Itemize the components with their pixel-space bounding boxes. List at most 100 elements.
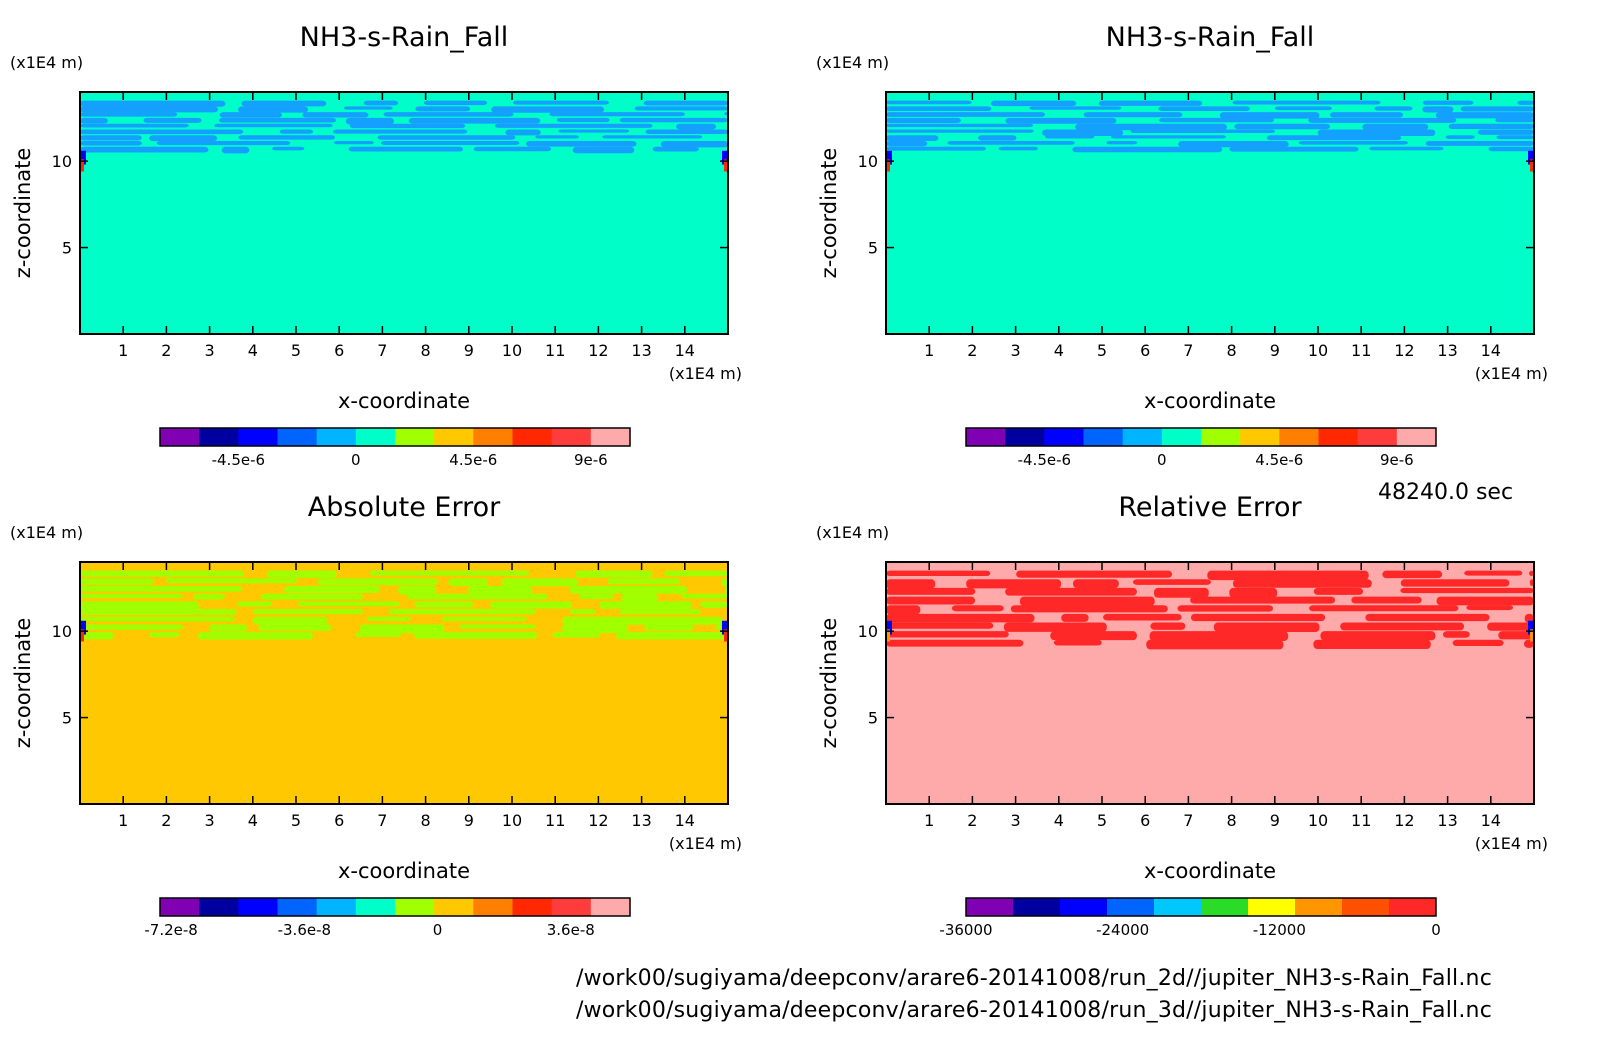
feature-cell: [1452, 639, 1504, 647]
colorbar-segment: [199, 898, 239, 916]
feature-cell: [1232, 579, 1372, 588]
feature-region: [886, 570, 1534, 650]
feature-cell: [549, 112, 685, 117]
feature-cell: [1229, 587, 1278, 598]
feature-cell: [501, 578, 579, 587]
feature-cell: [616, 632, 728, 640]
feature-cell: [1496, 135, 1534, 140]
feature-cell: [1232, 100, 1381, 105]
y-axis-label: z-coordinate: [817, 148, 841, 279]
feature-cell: [252, 609, 364, 615]
colorbar-segment: [355, 428, 396, 446]
feature-cell: [1110, 135, 1227, 139]
feature-cell: [1487, 622, 1534, 631]
feature-cell: [1488, 146, 1534, 152]
x-tick-label: 13: [631, 341, 651, 360]
feature-cell: [1213, 622, 1320, 633]
feature-cell: [260, 593, 363, 600]
x-tick-label: 10: [1308, 341, 1328, 360]
colorbar-segment: [277, 898, 318, 916]
colorbar-segment: [316, 898, 357, 916]
colorbar-segment: [551, 428, 592, 446]
colorbar-segment: [1279, 428, 1319, 446]
colorbar-segment: [1389, 898, 1437, 916]
colorbar-segment: [473, 898, 513, 916]
feature-cell: [272, 146, 305, 151]
colorbar-segment: [355, 898, 396, 916]
x-tick-label: 8: [1227, 341, 1237, 360]
feature-cell: [1435, 112, 1534, 119]
feature-cell: [80, 112, 178, 117]
feature-cell: [643, 100, 728, 106]
feature-cell: [947, 140, 1075, 145]
feature-cell: [1003, 622, 1107, 632]
colorbar-segment: [551, 898, 592, 916]
colorbar-segment: [1122, 428, 1163, 446]
colorbar-segment: [434, 428, 474, 446]
feature-cell: [238, 135, 336, 140]
feature-cell: [279, 129, 314, 134]
feature-cell: [1177, 605, 1274, 612]
feature-cell: [886, 613, 1035, 623]
feature-cell: [886, 123, 1034, 128]
feature-cell: [1382, 570, 1443, 579]
plot-frame: [885, 561, 1535, 805]
feature-cell: [80, 140, 142, 146]
feature-cell: [1053, 639, 1102, 646]
colorbar-tick-label: 0: [351, 451, 361, 469]
y-tick-label: 5: [868, 709, 878, 728]
feature-cell: [618, 609, 701, 615]
colorbar-segment: [277, 428, 318, 446]
feature-cell: [1149, 631, 1289, 642]
feature-cell: [619, 117, 728, 123]
feature-cell: [886, 112, 1046, 117]
x-tick-label: 9: [464, 341, 474, 360]
y-tick-label: 10: [858, 622, 878, 641]
feature-cell: [406, 593, 548, 600]
colorbar-segment: [1342, 898, 1390, 916]
plot-frame: [79, 561, 729, 805]
feature-cell: [1103, 613, 1182, 621]
x-tick-label: 6: [334, 341, 344, 360]
y-unit-label: (x1E4 m): [816, 53, 889, 72]
feature-cell: [380, 140, 520, 145]
x-tick-label: 3: [1011, 811, 1021, 830]
feature-cell: [494, 123, 653, 128]
feature-cell: [208, 624, 248, 632]
colorbar-segment: [1005, 428, 1045, 446]
feature-cell: [886, 146, 987, 151]
y-axis-label: z-coordinate: [11, 148, 35, 279]
colorbar-tick-label: -7.2e-8: [144, 921, 197, 939]
feature-cell: [1313, 587, 1364, 595]
feature-cell: [562, 616, 723, 625]
feature-cell: [1159, 117, 1275, 123]
feature-cell: [80, 129, 244, 135]
x-tick-label: 14: [1481, 811, 1501, 830]
feature-cell: [886, 106, 992, 112]
feature-cell: [561, 624, 629, 634]
x-axis-label: x-coordinate: [1144, 859, 1276, 883]
feature-cell: [886, 135, 939, 141]
x-tick-label: 5: [291, 811, 301, 830]
x-tick-label: 10: [1308, 811, 1328, 830]
x-tick-label: 2: [161, 811, 171, 830]
feature-region: [886, 100, 1534, 153]
colorbar-tick-label: 9e-6: [574, 451, 608, 469]
feature-cell: [333, 140, 374, 145]
x-tick-label: 14: [675, 811, 695, 830]
feature-cell: [886, 100, 972, 105]
feature-cell: [80, 601, 199, 610]
x-tick-label: 12: [588, 811, 608, 830]
y-tick-label: 10: [52, 622, 72, 641]
feature-cell: [1098, 100, 1203, 106]
plot-background: [80, 92, 728, 334]
feature-cell: [80, 616, 235, 622]
colorbar-segment: [238, 428, 278, 446]
feature-cell: [258, 624, 332, 631]
feature-cell: [363, 100, 399, 106]
colorbar-segment: [316, 428, 357, 446]
feature-cell: [1309, 605, 1459, 612]
feature-cell: [1083, 112, 1183, 118]
x-tick-label: 2: [967, 811, 977, 830]
feature-cell: [1495, 117, 1534, 123]
